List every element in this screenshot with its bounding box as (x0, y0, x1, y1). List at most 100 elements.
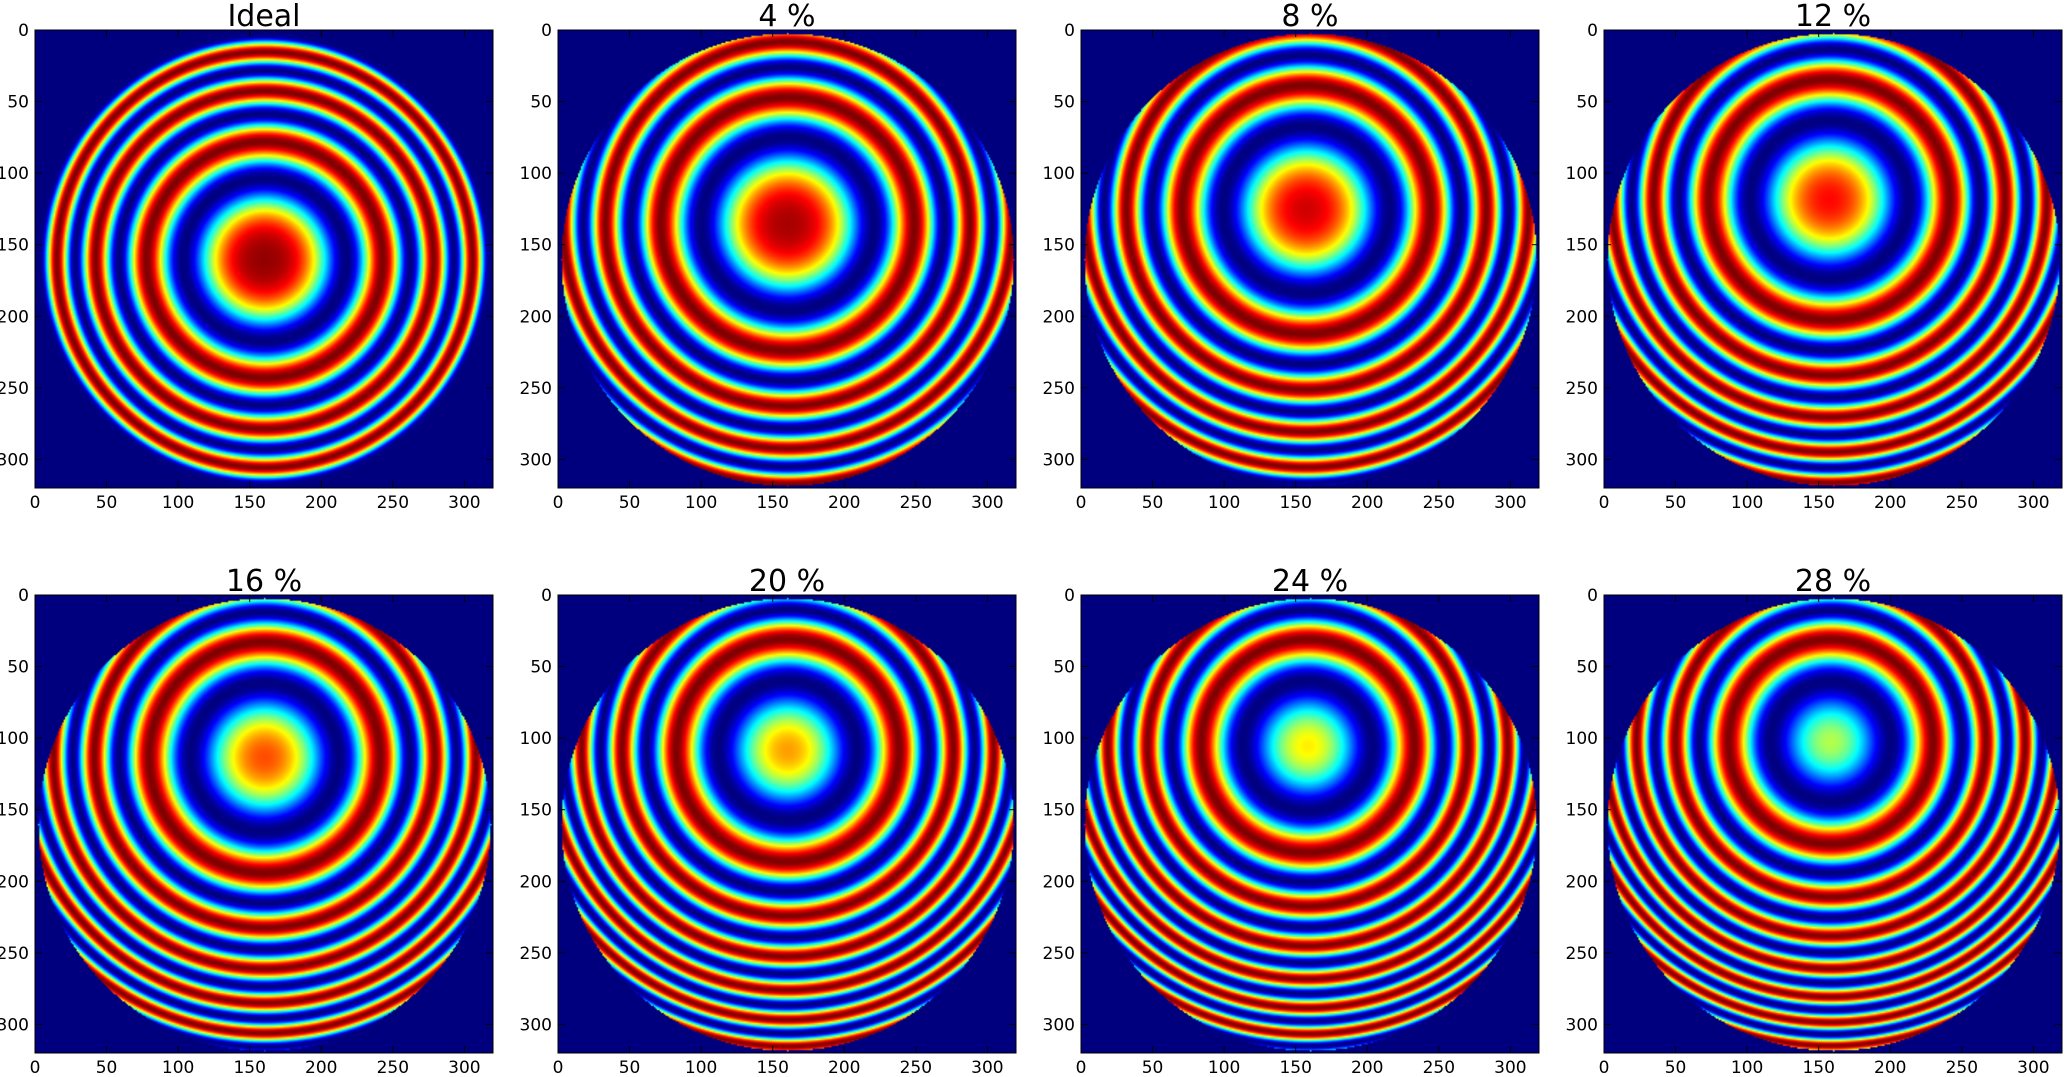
y-tick-label: 100 (520, 729, 552, 749)
y-tick-label: 150 (1043, 801, 1075, 821)
x-tick-label: 250 (900, 493, 932, 513)
x-tick-label: 200 (1874, 1058, 1906, 1073)
axes-frame (34, 594, 494, 1054)
x-tick-label: 100 (162, 1058, 194, 1073)
x-tick-label: 200 (305, 493, 337, 513)
x-tick-label: 250 (377, 493, 409, 513)
panel-3: 8 % 0 50 100 150 200 250 300 0 50 100 150 200 250 300 (1043, 0, 1540, 513)
x-tick-label: 0 (1599, 493, 1610, 513)
y-tick-label: 100 (1566, 164, 1598, 184)
y-tick-label: 200 (1043, 872, 1075, 892)
x-tick-label: 0 (1076, 493, 1087, 513)
y-tick-label: 250 (1566, 379, 1598, 399)
y-tick-label: 50 (7, 658, 29, 678)
x-tick-label: 50 (96, 493, 118, 513)
x-tick-label: 300 (1494, 1058, 1526, 1073)
x-tick-label: 100 (1208, 1058, 1240, 1073)
x-tick-label: 150 (756, 493, 788, 513)
x-tick-label: 100 (162, 493, 194, 513)
x-tick-label: 250 (377, 1058, 409, 1073)
panel-title: 16 % (226, 564, 302, 599)
x-tick-label: 150 (756, 1058, 788, 1073)
y-tick-label: 200 (0, 307, 29, 327)
x-tick-label: 100 (685, 1058, 717, 1073)
y-tick-label: 100 (1043, 164, 1075, 184)
axes-frame (1603, 594, 2063, 1054)
x-tick-label: 300 (2017, 493, 2049, 513)
x-tick-label: 200 (1351, 1058, 1383, 1073)
x-tick-label: 100 (1731, 1058, 1763, 1073)
y-tick-label: 100 (0, 164, 29, 184)
x-tick-label: 200 (828, 493, 860, 513)
y-tick-label: 50 (1053, 658, 1075, 678)
axes-frame (557, 594, 1017, 1054)
y-tick-label: 200 (1566, 307, 1598, 327)
y-tick-label: 250 (1566, 944, 1598, 964)
y-tick-label: 100 (1043, 729, 1075, 749)
y-tick-label: 150 (1043, 236, 1075, 256)
y-tick-label: 200 (520, 307, 552, 327)
y-tick-label: 300 (1566, 1015, 1598, 1035)
panel-title: 12 % (1795, 0, 1871, 34)
y-tick-label: 300 (0, 1015, 29, 1035)
y-tick-label: 150 (0, 801, 29, 821)
y-tick-label: 50 (1053, 93, 1075, 113)
panel-title: 28 % (1795, 564, 1871, 599)
panel-2: 4 % 0 50 100 150 200 250 300 0 50 100 150 200 250 300 (520, 0, 1017, 513)
axes-frame (1603, 29, 2063, 489)
x-tick-label: 50 (1665, 1058, 1687, 1073)
x-tick-label: 100 (1731, 493, 1763, 513)
x-tick-label: 50 (96, 1058, 118, 1073)
x-tick-label: 0 (553, 493, 564, 513)
panel-title: 24 % (1272, 564, 1348, 599)
x-tick-label: 50 (619, 1058, 641, 1073)
x-tick-label: 150 (1802, 493, 1834, 513)
interferogram-heatmap (1604, 595, 2062, 1053)
panel-title: 8 % (1281, 0, 1338, 34)
y-tick-label: 300 (1043, 1015, 1075, 1035)
y-tick-label: 0 (1587, 586, 1598, 606)
interferogram-heatmap (558, 595, 1016, 1053)
panel-6: 20 % 0 50 100 150 200 250 300 0 50 100 150 200 250 300 (520, 564, 1017, 1077)
y-tick-label: 50 (530, 93, 552, 113)
x-tick-label: 200 (305, 1058, 337, 1073)
x-tick-label: 100 (1208, 493, 1240, 513)
panel-5: 16 % 0 50 100 150 200 250 300 0 50 100 150 200 250 300 (0, 564, 494, 1077)
y-tick-label: 200 (0, 872, 29, 892)
x-tick-label: 300 (971, 493, 1003, 513)
y-tick-label: 50 (1576, 93, 1598, 113)
y-tick-label: 100 (0, 729, 29, 749)
axes-frame (34, 29, 494, 489)
x-tick-label: 150 (1802, 1058, 1834, 1073)
y-tick-label: 0 (1064, 586, 1075, 606)
y-tick-label: 50 (530, 658, 552, 678)
x-tick-label: 300 (448, 1058, 480, 1073)
y-tick-label: 0 (1064, 21, 1075, 41)
y-tick-label: 150 (0, 236, 29, 256)
x-tick-label: 250 (1423, 1058, 1455, 1073)
x-tick-label: 0 (30, 493, 41, 513)
x-tick-label: 300 (1494, 493, 1526, 513)
x-tick-label: 250 (900, 1058, 932, 1073)
x-tick-label: 50 (1665, 493, 1687, 513)
interferogram-heatmap (1081, 30, 1539, 488)
y-tick-label: 0 (18, 21, 29, 41)
y-tick-label: 250 (520, 379, 552, 399)
x-tick-label: 150 (1279, 493, 1311, 513)
x-tick-label: 100 (685, 493, 717, 513)
interferogram-heatmap (35, 595, 493, 1053)
y-tick-label: 250 (0, 944, 29, 964)
y-tick-label: 0 (541, 21, 552, 41)
interferogram-heatmap (558, 30, 1016, 488)
y-tick-label: 200 (1566, 872, 1598, 892)
y-tick-label: 300 (1043, 450, 1075, 470)
x-tick-label: 150 (233, 493, 265, 513)
axes-frame (557, 29, 1017, 489)
y-tick-label: 150 (520, 236, 552, 256)
x-tick-label: 50 (1142, 493, 1164, 513)
y-tick-label: 150 (1566, 801, 1598, 821)
y-tick-label: 300 (520, 1015, 552, 1035)
interferogram-heatmap (35, 30, 493, 488)
